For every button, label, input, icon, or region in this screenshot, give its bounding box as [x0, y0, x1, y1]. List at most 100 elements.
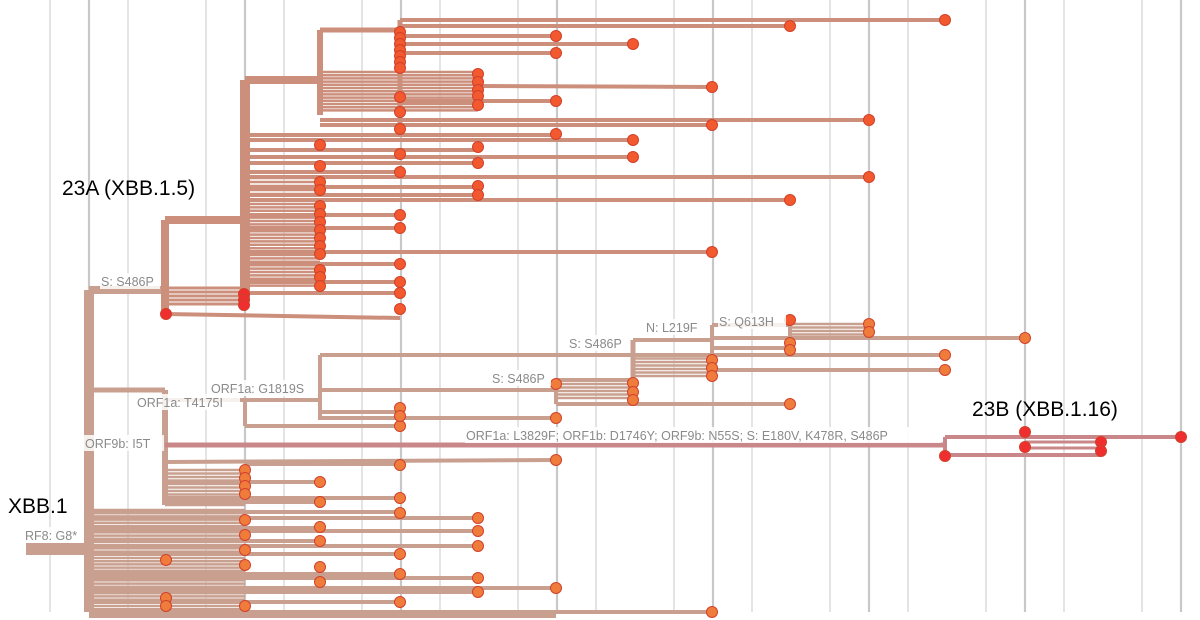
tip-node [706, 81, 718, 93]
tip-node [394, 148, 406, 160]
tip-node [472, 141, 484, 153]
tip-node [472, 572, 484, 584]
tip-node [1019, 441, 1031, 453]
tip-node [472, 525, 484, 537]
tip-node [394, 287, 406, 299]
mutation-label-xbb116-defining: ORF1a: L3829F; ORF1b: D1746Y; ORF9b: N55… [466, 429, 888, 443]
clade-label-23a: 23A (XBB.1.5) [62, 177, 195, 200]
tip-node [706, 606, 718, 618]
tip-node [550, 454, 562, 466]
tip-node [627, 151, 639, 163]
tip-node [314, 248, 326, 260]
tip-node [314, 535, 326, 547]
tip-node [784, 314, 796, 326]
tip-node [394, 276, 406, 288]
tip-node [939, 450, 951, 462]
tip-node [550, 30, 562, 42]
tip-node [314, 184, 326, 196]
tip-node [550, 95, 562, 107]
tip-node [160, 308, 172, 320]
mutation-label-s486p-mid: S: S486P [492, 372, 545, 386]
mutation-label-orf9b-i5t: ORF9b: I5T [85, 437, 151, 451]
tree-labels: RF8: G8* S: S486P ORF9b: I5T ORF1a: T417… [8, 177, 1118, 543]
tip-node [706, 119, 718, 131]
branch [164, 458, 557, 464]
tip-node [784, 20, 796, 32]
tip-node [314, 561, 326, 573]
branch [164, 312, 401, 320]
clade-label-xbb1: XBB.1 [8, 495, 68, 518]
tip-node [550, 412, 562, 424]
mutation-label-s486p-upper: S: S486P [569, 337, 622, 351]
tip-node [239, 529, 251, 541]
tip-node [394, 166, 406, 178]
mutation-label-s486p-23a: S: S486P [101, 275, 154, 289]
tip-node [550, 378, 562, 390]
tip-node [394, 410, 406, 422]
branch [477, 84, 713, 89]
tree-branches [26, 18, 1181, 618]
tip-node [863, 114, 875, 126]
tip-node [239, 559, 251, 571]
tip-node [394, 548, 406, 560]
mutation-label-orf8: RF8: G8* [25, 529, 77, 543]
tip-node [784, 398, 796, 410]
tip-node [472, 99, 484, 111]
tip-node [550, 128, 562, 140]
tip-node [239, 544, 251, 556]
tip-node [394, 596, 406, 608]
mutation-label-orf1a-g1819s: ORF1a: G1819S [211, 382, 304, 396]
tip-node [784, 194, 796, 206]
tip-node [239, 600, 251, 612]
tip-node [784, 344, 796, 356]
tip-node [550, 47, 562, 59]
tip-node [238, 299, 250, 311]
mutation-label-n-l219f: N: L219F [646, 321, 698, 335]
tip-node [394, 106, 406, 118]
tip-node [314, 496, 326, 508]
tree-tips [160, 14, 1187, 618]
tip-node [394, 303, 406, 315]
tip-node [472, 512, 484, 524]
tip-node [550, 582, 562, 594]
tip-node [160, 600, 172, 612]
tip-node [160, 554, 172, 566]
tip-node [472, 586, 484, 598]
tip-node [394, 507, 406, 519]
tip-node [1095, 445, 1107, 457]
tip-node [314, 476, 326, 488]
tip-node [394, 568, 406, 580]
tip-node [314, 280, 326, 292]
tip-node [472, 540, 484, 552]
tip-node [706, 370, 718, 382]
tip-node [394, 62, 406, 74]
tip-node [939, 349, 951, 361]
tip-node [394, 91, 406, 103]
tip-node [394, 123, 406, 135]
tip-node [1019, 332, 1031, 344]
tip-node [314, 160, 326, 172]
tip-node [627, 394, 639, 406]
mutation-label-orf1a-t4175i: ORF1a: T4175I [137, 396, 223, 410]
tip-node [472, 157, 484, 169]
tip-node [239, 514, 251, 526]
tip-node [863, 171, 875, 183]
tip-node [394, 258, 406, 270]
tip-node [706, 246, 718, 258]
tip-node [394, 420, 406, 432]
tip-node [314, 139, 326, 151]
tip-node [472, 189, 484, 201]
tip-node [863, 326, 875, 338]
tip-node [239, 488, 251, 500]
tip-node [394, 209, 406, 221]
mutation-label-s-q613h: S: Q613H [719, 315, 774, 329]
tip-node [314, 576, 326, 588]
tip-node [394, 222, 406, 234]
tip-node [627, 134, 639, 146]
tip-node [1019, 426, 1031, 438]
clade-label-23b: 23B (XBB.1.16) [972, 398, 1118, 421]
tip-node [1175, 431, 1187, 443]
tip-node [627, 38, 639, 50]
tip-node [314, 521, 326, 533]
